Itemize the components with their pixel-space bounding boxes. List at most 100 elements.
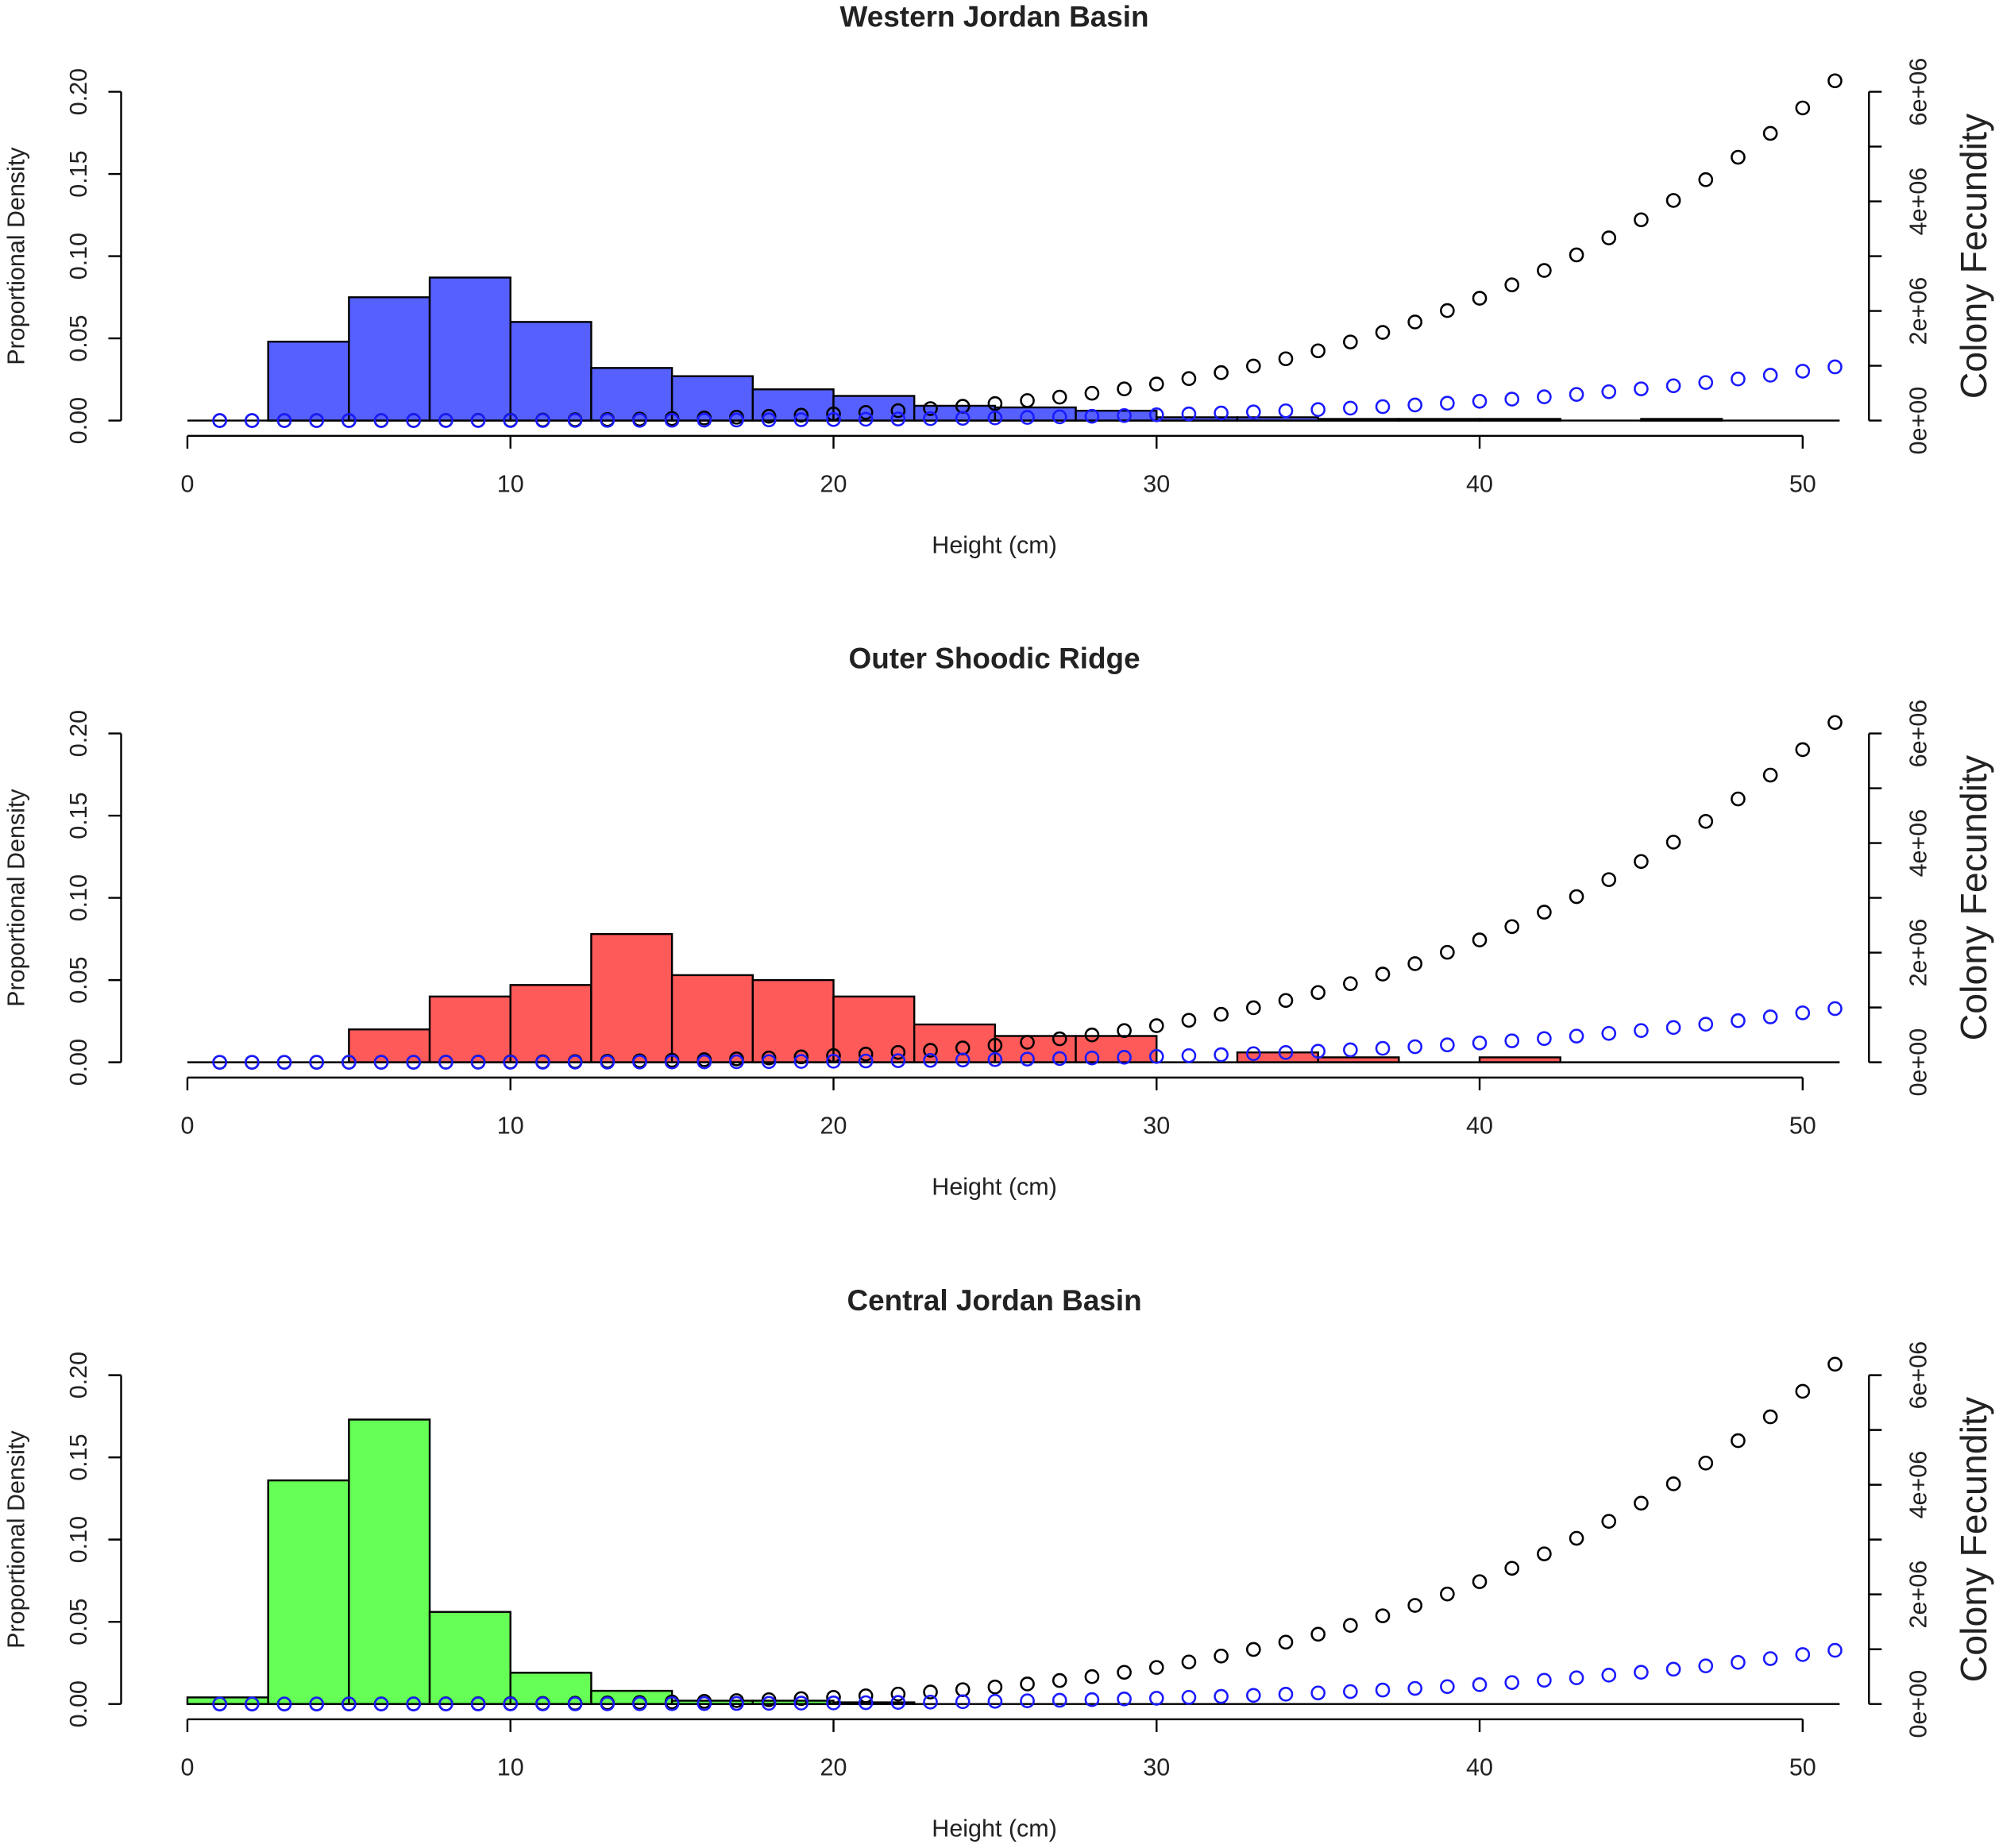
point [793,1691,809,1707]
point [1052,1031,1067,1047]
y-tick-label: 0.05 [65,1598,92,1645]
point [1375,399,1391,415]
point [1731,1433,1746,1449]
point [1181,1013,1197,1028]
point [1504,919,1520,935]
point [1698,1658,1714,1674]
point [1795,1005,1811,1020]
x-tick-label: 10 [497,1754,524,1781]
y-tick-label: 0.15 [65,792,92,839]
point [1569,1028,1584,1044]
point [1762,1651,1778,1666]
point [1537,263,1552,278]
point [1181,406,1197,422]
point [1665,378,1681,394]
bar [994,406,1077,422]
point [1020,1051,1035,1067]
y-axis-label: Proportional Density [2,1430,29,1649]
point [858,1695,874,1711]
point [1795,742,1811,758]
y-tick-label: 0.00 [65,1680,92,1727]
point [1795,100,1811,116]
x-tick-label: 40 [1466,1754,1493,1781]
x-tick-label: 50 [1789,470,1816,497]
point [1537,1672,1552,1688]
point [1472,1574,1488,1589]
x-tick-label: 40 [1466,470,1493,497]
point [923,411,938,426]
point [373,413,389,428]
point [1634,381,1649,396]
y2-tick-label: 2e+06 [1904,1561,1931,1629]
point [632,1696,647,1711]
x-tick-label: 40 [1466,1112,1493,1139]
point [1407,1039,1422,1055]
point [955,411,971,426]
chart-title: Western Jordan Basin [840,1,1149,33]
point [923,1694,938,1710]
point [858,1053,874,1069]
point [697,1696,712,1711]
y2-tick-label: 0e+00 [1904,387,1931,455]
point [1278,993,1294,1009]
y2-tick-label: 2e+06 [1904,277,1931,345]
y2-tick-label: 2e+06 [1904,919,1931,987]
point [761,1054,777,1070]
y2-tick-label: 4e+06 [1904,1451,1931,1519]
bar [751,978,835,1063]
point [1698,1017,1714,1032]
point [600,413,616,428]
point [1569,889,1584,905]
point [987,395,1003,411]
y-tick-label: 0.05 [65,314,92,361]
point [276,1696,292,1711]
point [1698,813,1714,829]
point [1343,334,1358,349]
point [535,413,550,428]
y2-tick-label: 6e+06 [1904,700,1931,768]
point [1084,1027,1100,1043]
point [1181,371,1197,387]
point [309,413,324,428]
point [276,413,292,428]
point [1440,1037,1455,1053]
point [1084,1669,1100,1684]
point [1117,407,1132,423]
point [1731,1654,1746,1670]
point [1731,1013,1746,1028]
point [1665,1020,1681,1036]
bar [267,1479,350,1705]
point [1762,1009,1778,1024]
point [1375,325,1391,340]
point [1407,1598,1422,1613]
y-tick-label: 0.20 [65,710,92,757]
x-axis-label: Height (cm) [932,1174,1057,1201]
y2-axis-label: Colony Fecundity [1953,1396,1994,1682]
point [858,405,874,420]
point [1795,364,1811,379]
point [567,1696,583,1711]
point [1827,359,1843,375]
point [342,413,357,428]
point [1148,1691,1164,1706]
point [987,1693,1003,1709]
point [1278,1687,1294,1702]
point [1310,402,1326,418]
point [600,1055,616,1070]
point [955,1682,971,1697]
point [1148,407,1164,422]
point [1634,1665,1649,1680]
y2-tick-label: 4e+06 [1904,168,1931,236]
point [1601,1025,1617,1041]
bar [509,321,592,422]
point [503,1696,519,1711]
point [1020,1035,1035,1050]
point [1472,291,1488,306]
y-tick-label: 0.05 [65,956,92,1003]
point [1569,1670,1584,1686]
y-axis-label: Proportional Density [2,789,29,1007]
point [1148,1018,1164,1033]
bar [428,276,511,422]
point [1762,1409,1778,1425]
x-tick-label: 50 [1789,1754,1816,1781]
